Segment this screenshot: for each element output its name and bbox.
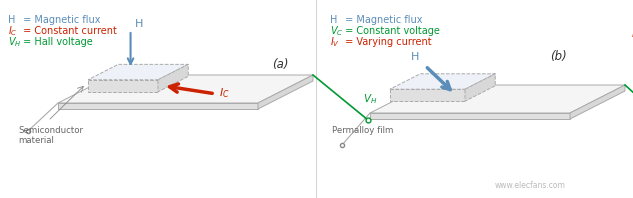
Text: H: H xyxy=(330,15,337,25)
Polygon shape xyxy=(58,75,313,103)
Polygon shape xyxy=(370,85,625,113)
Text: Semiconductor
material: Semiconductor material xyxy=(18,126,83,145)
Text: H: H xyxy=(135,19,143,29)
Text: = Constant current: = Constant current xyxy=(20,26,117,36)
Text: = Magnetic flux: = Magnetic flux xyxy=(20,15,101,25)
Text: = Constant voltage: = Constant voltage xyxy=(342,26,440,36)
Text: www.elecfans.com: www.elecfans.com xyxy=(494,181,565,190)
Polygon shape xyxy=(158,64,188,92)
Text: $V_H$: $V_H$ xyxy=(8,35,22,49)
Text: $\mathit{I}_C$: $\mathit{I}_C$ xyxy=(219,86,230,100)
Polygon shape xyxy=(390,89,465,101)
Text: (b): (b) xyxy=(549,50,567,63)
Text: (a): (a) xyxy=(272,58,288,71)
Text: Permalloy film: Permalloy film xyxy=(332,126,393,135)
Text: H: H xyxy=(411,52,420,62)
Text: $I_C$: $I_C$ xyxy=(8,24,18,38)
Text: $I_V$: $I_V$ xyxy=(330,35,340,49)
Polygon shape xyxy=(58,103,258,109)
Polygon shape xyxy=(258,75,313,109)
Text: = Varying current: = Varying current xyxy=(342,37,432,47)
Polygon shape xyxy=(88,80,158,92)
Polygon shape xyxy=(370,113,570,119)
Text: $\mathit{I}_V$: $\mathit{I}_V$ xyxy=(631,27,633,41)
Text: $V_C$: $V_C$ xyxy=(330,24,343,38)
Polygon shape xyxy=(465,74,495,101)
Text: $V_H$: $V_H$ xyxy=(363,92,377,106)
Polygon shape xyxy=(570,85,625,119)
Polygon shape xyxy=(390,74,495,89)
Text: = Magnetic flux: = Magnetic flux xyxy=(342,15,422,25)
Text: H: H xyxy=(8,15,15,25)
Polygon shape xyxy=(88,64,188,80)
Text: = Hall voltage: = Hall voltage xyxy=(20,37,93,47)
